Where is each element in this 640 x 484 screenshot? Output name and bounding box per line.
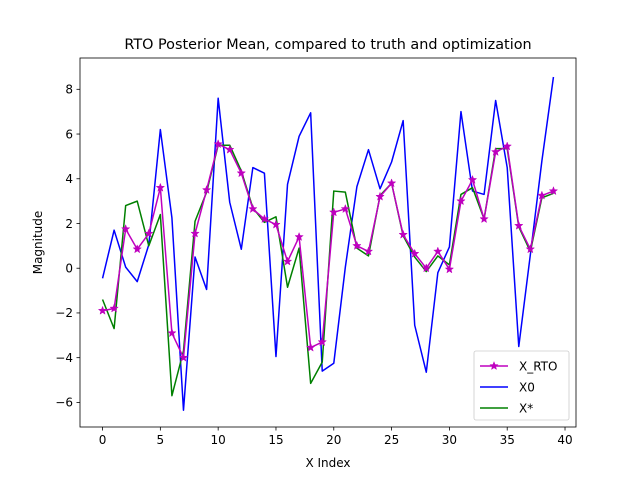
data-point [329,207,339,217]
y-tick-label: −2 [55,306,73,320]
data-point [282,256,293,266]
y-tick-label: 8 [65,83,73,97]
data-point [190,228,200,238]
legend-label: X_RTO [519,360,557,374]
x-tick-label: 40 [557,433,572,447]
data-point [224,144,235,154]
x-tick-label: 25 [384,433,399,447]
y-tick-label: 4 [65,172,73,186]
data-point [109,303,119,313]
data-point [248,203,258,214]
x-tick-label: 0 [99,433,107,447]
series-X_RTO [97,139,559,362]
legend-label: X0 [519,381,535,395]
x-tick-label: 10 [211,433,226,447]
data-point [132,244,142,254]
data-point [271,219,281,229]
data-point [502,141,512,151]
legend-entries: X_RTO X0 X* [480,360,557,416]
data-point [490,146,501,156]
data-point [259,214,270,224]
data-point [178,352,189,362]
data-point [144,228,154,238]
data-point [305,342,316,352]
data-point [155,182,166,192]
data-point [444,264,455,274]
y-axis-label: Magnitude [31,211,45,275]
data-point [514,220,524,230]
legend-marker [489,360,499,371]
data-point [97,305,108,315]
data-point [421,263,432,273]
x-axis-label: X Index [305,456,350,470]
chart-title: RTO Posterior Mean, compared to truth an… [124,37,531,53]
data-point [120,224,131,234]
data-point [525,244,536,254]
data-point [375,191,385,201]
data-point [548,186,559,196]
data-point [467,174,478,184]
legend: X_RTO X0 X* [473,350,570,421]
data-point [363,246,374,256]
axis-ticks: 0 5 10 15 20 25 30 35 40 −6 −4 −2 0 2 4 6 8 [55,83,572,447]
series-X0 [101,76,555,411]
y-tick-label: 6 [65,127,73,141]
y-tick-label: −6 [55,396,73,410]
series-line [101,76,555,411]
y-tick-label: −4 [55,351,73,365]
legend-label: X* [519,402,533,416]
data-point [352,240,362,250]
x-tick-label: 30 [442,433,457,447]
x-tick-label: 35 [500,433,515,447]
legend-box [473,350,570,421]
data-point [398,229,408,239]
data-point [456,196,466,206]
y-tick-label: 2 [65,217,73,231]
x-tick-label: 20 [326,433,341,447]
data-point [340,203,351,214]
y-tick-label: 0 [65,262,73,276]
data-point [167,328,177,338]
data-point [479,214,489,224]
data-point [433,246,443,256]
data-point [236,168,247,178]
data-point [294,231,304,241]
data-point [201,184,212,194]
data-point [409,248,420,258]
data-point [537,190,547,200]
axes-frame [79,57,577,428]
x-tick-label: 15 [268,433,283,447]
plot-area [97,76,559,411]
data-point [386,178,397,188]
data-point [213,139,223,149]
series-line [102,143,554,359]
data-point [317,337,327,347]
x-tick-label: 5 [157,433,165,447]
